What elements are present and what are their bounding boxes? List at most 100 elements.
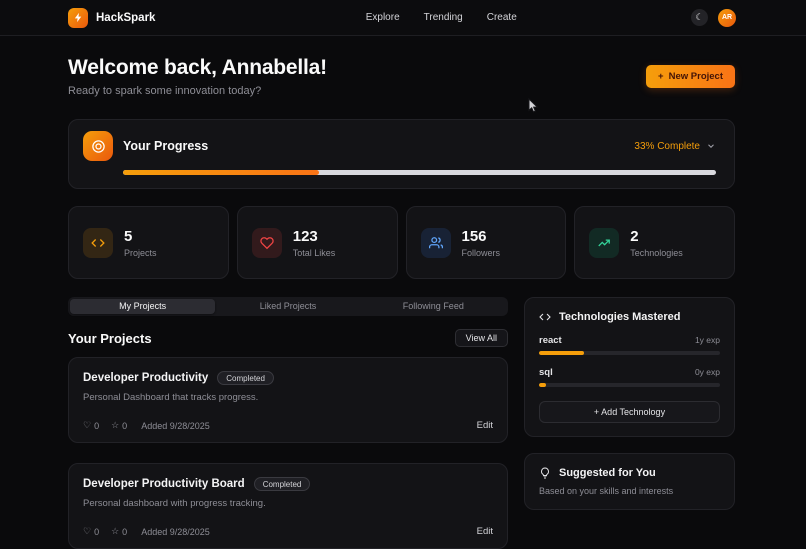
stars-count: 0	[122, 526, 128, 537]
stars-meta[interactable]: ☆ 0	[111, 526, 127, 537]
moon-icon: ☾	[695, 12, 704, 22]
welcome-row: Welcome back, Annabella! Ready to spark …	[68, 56, 735, 97]
view-all-button[interactable]: View All	[454, 329, 508, 347]
stat-value: 2	[630, 227, 639, 245]
stat-text: 123 Total Likes	[293, 228, 336, 258]
project-footer: ♡ 0 ☆ 0 Added 9/28/2025 Edit	[83, 526, 493, 537]
main-content: Welcome back, Annabella! Ready to spark …	[0, 36, 806, 549]
project-card[interactable]: Developer Productivity Completed Persona…	[68, 357, 508, 443]
project-card[interactable]: Developer Productivity Board Completed P…	[68, 463, 508, 549]
tab-following-feed[interactable]: Following Feed	[361, 299, 506, 314]
progress-status: 33% Complete	[634, 140, 700, 152]
welcome-text: Welcome back, Annabella! Ready to spark …	[68, 56, 327, 97]
stat-label: Followers	[461, 247, 501, 258]
bolt-logo-icon	[68, 7, 88, 28]
stat-value: 123	[292, 227, 318, 245]
progress-status-group[interactable]: 33% Complete	[634, 141, 716, 152]
stat-label: Technologies	[630, 247, 683, 258]
stat-label: Total Likes	[292, 247, 336, 258]
tech-progress-bar	[539, 383, 720, 387]
progress-title: Your Progress	[123, 139, 209, 153]
tech-row-react: react 1y exp	[539, 335, 720, 355]
progress-bar	[123, 170, 716, 175]
stat-text: 2 Technologies	[630, 228, 683, 258]
tab-liked-projects[interactable]: Liked Projects	[215, 299, 360, 314]
add-technology-button[interactable]: + Add Technology	[539, 401, 720, 423]
star-icon: ☆	[111, 526, 120, 536]
target-icon	[83, 131, 113, 161]
technologies-header: Technologies Mastered	[539, 311, 720, 323]
stat-card-projects: 5 Projects	[68, 206, 229, 279]
projects-section-head: Your Projects View All	[68, 329, 508, 347]
stars-count: 0	[122, 420, 128, 431]
progress-card: Your Progress 33% Complete	[68, 119, 735, 189]
project-title-row: Developer Productivity Board Completed	[83, 477, 493, 491]
stat-card-total-likes: 123 Total Likes	[236, 206, 398, 279]
tech-row-top: react 1y exp	[539, 335, 720, 346]
edit-button[interactable]: Edit	[476, 420, 493, 431]
right-column: Technologies Mastered react 1y exp sql 0…	[524, 297, 735, 549]
project-description: Personal Dashboard that tracks progress.	[83, 392, 259, 403]
edit-button[interactable]: Edit	[476, 526, 493, 537]
project-title: Developer Productivity Board	[83, 478, 245, 490]
projects-section-title: Your Projects	[68, 330, 152, 346]
stat-text: 5 Projects	[124, 228, 157, 258]
projects-tabs: My Projects Liked Projects Following Fee…	[68, 297, 508, 316]
heart-icon	[251, 227, 282, 258]
brand-name: HackSpark	[96, 11, 156, 24]
progress-bar-fill	[123, 170, 319, 175]
top-nav-bar: HackSpark Explore Trending Create ☾ AR	[0, 0, 806, 36]
page-subtitle: Ready to spark some innovation today?	[68, 85, 262, 97]
tech-name: sql	[539, 367, 553, 378]
nav-create[interactable]: Create	[486, 12, 517, 23]
added-date: Added 9/28/2025	[141, 526, 210, 537]
status-badge: Completed	[217, 371, 274, 385]
stat-value: 5	[124, 227, 133, 245]
new-project-button[interactable]: + New Project	[646, 65, 735, 88]
project-description: Personal dashboard with progress trackin…	[83, 498, 266, 509]
tech-row-top: sql 0y exp	[539, 367, 720, 378]
likes-meta[interactable]: ♡ 0	[83, 526, 99, 537]
stat-card-followers: 156 Followers	[405, 206, 567, 279]
heart-icon: ♡	[83, 420, 92, 430]
tech-progress-bar	[539, 351, 720, 355]
project-title: Developer Productivity	[83, 372, 209, 384]
tech-progress-fill	[539, 351, 585, 355]
likes-meta[interactable]: ♡ 0	[83, 420, 99, 431]
tech-name: react	[539, 335, 562, 346]
theme-toggle-button[interactable]: ☾	[691, 9, 708, 26]
stat-text: 156 Followers	[462, 228, 501, 258]
stats-row: 5 Projects 123 Total Likes 156 Followers	[68, 206, 735, 279]
project-title-row: Developer Productivity Completed	[83, 371, 493, 385]
brand[interactable]: HackSpark	[68, 7, 156, 28]
avatar[interactable]: AR	[718, 8, 736, 27]
status-badge: Completed	[253, 477, 311, 491]
code-icon	[539, 311, 551, 323]
tab-my-projects[interactable]: My Projects	[70, 299, 216, 314]
project-footer: ♡ 0 ☆ 0 Added 9/28/2025 Edit	[83, 420, 493, 431]
nav-trending[interactable]: Trending	[423, 12, 463, 23]
likes-count: 0	[94, 420, 100, 431]
progress-header: Your Progress 33% Complete	[83, 131, 716, 161]
tech-exp: 0y exp	[694, 367, 720, 377]
header-actions: ☾ AR	[691, 8, 736, 27]
suggested-subtitle: Based on your skills and interests	[539, 486, 674, 496]
nav-explore[interactable]: Explore	[365, 12, 400, 23]
likes-count: 0	[94, 526, 100, 537]
new-project-label: New Project	[668, 71, 723, 82]
main-nav: Explore Trending Create	[366, 12, 517, 23]
chevron-down-icon[interactable]	[706, 141, 716, 151]
star-icon: ☆	[111, 420, 120, 430]
suggested-title: Suggested for You	[559, 467, 656, 479]
suggested-header: Suggested for You	[539, 467, 720, 479]
tech-progress-fill	[539, 383, 547, 387]
page-title: Welcome back, Annabella!	[68, 56, 327, 79]
code-icon	[83, 227, 113, 258]
technologies-title: Technologies Mastered	[559, 311, 681, 323]
content-columns: My Projects Liked Projects Following Fee…	[68, 297, 735, 549]
stars-meta[interactable]: ☆ 0	[111, 420, 127, 431]
left-column: My Projects Liked Projects Following Fee…	[68, 297, 508, 549]
stat-label: Projects	[124, 247, 157, 258]
users-icon	[420, 227, 451, 258]
tech-row-sql: sql 0y exp	[539, 367, 720, 387]
